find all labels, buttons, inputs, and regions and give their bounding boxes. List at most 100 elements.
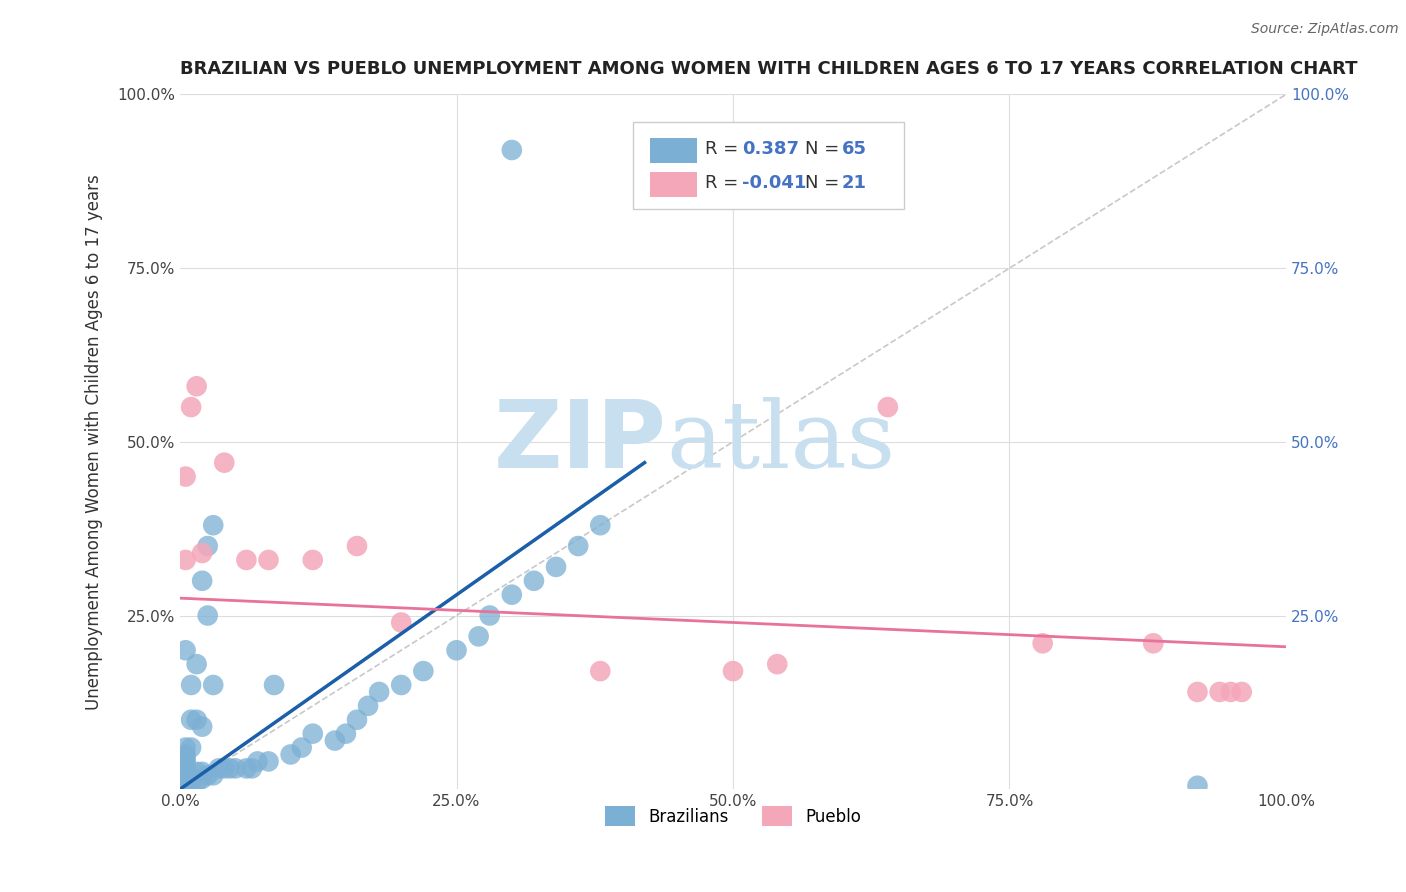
Point [301, 726, 323, 740]
Point [186, 764, 208, 779]
Point [246, 755, 269, 769]
Point [174, 740, 197, 755]
Point [180, 678, 202, 692]
Point [202, 678, 225, 692]
Point [180, 740, 202, 755]
Text: 0.387: 0.387 [742, 140, 799, 158]
Point [544, 560, 567, 574]
Point [174, 768, 197, 782]
Point [174, 772, 197, 786]
Point [191, 720, 214, 734]
Point [235, 553, 257, 567]
Point [240, 761, 263, 775]
Point [174, 770, 197, 784]
Point [174, 773, 197, 788]
Text: Source: ZipAtlas.com: Source: ZipAtlas.com [1251, 22, 1399, 37]
Point [567, 539, 589, 553]
Point [180, 772, 202, 786]
Text: R =: R = [706, 140, 744, 158]
Point [202, 518, 225, 533]
Point [214, 761, 236, 775]
Point [280, 747, 302, 762]
Point [501, 143, 523, 157]
Point [467, 629, 489, 643]
Text: 65: 65 [841, 140, 866, 158]
Point [180, 400, 202, 414]
Point [721, 664, 744, 678]
Point [174, 643, 197, 657]
Point [174, 469, 197, 483]
Text: N =: N = [804, 140, 839, 158]
Point [389, 678, 412, 692]
Point [191, 764, 214, 779]
Point [174, 763, 197, 777]
Point [335, 726, 357, 740]
Point [1187, 779, 1209, 793]
Point [197, 768, 219, 782]
Point [257, 755, 280, 769]
Text: ZIP: ZIP [494, 396, 666, 488]
Point [589, 664, 612, 678]
Point [1032, 636, 1054, 650]
Point [323, 733, 346, 747]
Point [174, 775, 197, 789]
Point [191, 772, 214, 786]
Text: R =: R = [706, 174, 744, 193]
FancyBboxPatch shape [650, 171, 696, 196]
Point [589, 518, 612, 533]
Point [389, 615, 412, 630]
Text: atlas: atlas [666, 397, 896, 487]
Point [174, 777, 197, 791]
Point [191, 574, 214, 588]
Text: BRAZILIAN VS PUEBLO UNEMPLOYMENT AMONG WOMEN WITH CHILDREN AGES 6 TO 17 YEARS CO: BRAZILIAN VS PUEBLO UNEMPLOYMENT AMONG W… [180, 60, 1358, 78]
Point [1219, 685, 1241, 699]
Point [202, 768, 225, 782]
Point [1208, 685, 1230, 699]
Point [301, 553, 323, 567]
Point [186, 657, 208, 672]
Point [174, 553, 197, 567]
Point [180, 777, 202, 791]
Point [224, 761, 246, 775]
Point [174, 761, 197, 775]
Point [208, 761, 231, 775]
Point [368, 685, 391, 699]
Point [523, 574, 546, 588]
Point [197, 608, 219, 623]
Point [174, 751, 197, 765]
Point [174, 758, 197, 772]
Point [766, 657, 789, 672]
Point [478, 608, 501, 623]
Point [291, 740, 314, 755]
Point [235, 761, 257, 775]
Point [191, 546, 214, 560]
Point [501, 588, 523, 602]
Point [876, 400, 898, 414]
Point [174, 779, 197, 793]
Point [263, 678, 285, 692]
Text: -0.041: -0.041 [742, 174, 806, 193]
Point [174, 747, 197, 762]
Point [346, 713, 368, 727]
Legend: Brazilians, Pueblo: Brazilians, Pueblo [598, 799, 868, 833]
Point [412, 664, 434, 678]
Point [1187, 685, 1209, 699]
Point [186, 713, 208, 727]
Point [174, 764, 197, 779]
Y-axis label: Unemployment Among Women with Children Ages 6 to 17 years: Unemployment Among Women with Children A… [86, 174, 103, 710]
FancyBboxPatch shape [650, 137, 696, 162]
Point [174, 755, 197, 769]
FancyBboxPatch shape [634, 122, 904, 209]
Point [357, 698, 380, 713]
Text: 21: 21 [841, 174, 866, 193]
Point [346, 539, 368, 553]
Point [218, 761, 240, 775]
Point [214, 456, 236, 470]
Point [186, 775, 208, 789]
Point [174, 767, 197, 781]
Point [257, 553, 280, 567]
Point [186, 379, 208, 393]
Text: N =: N = [804, 174, 839, 193]
Point [1142, 636, 1164, 650]
Point [197, 539, 219, 553]
